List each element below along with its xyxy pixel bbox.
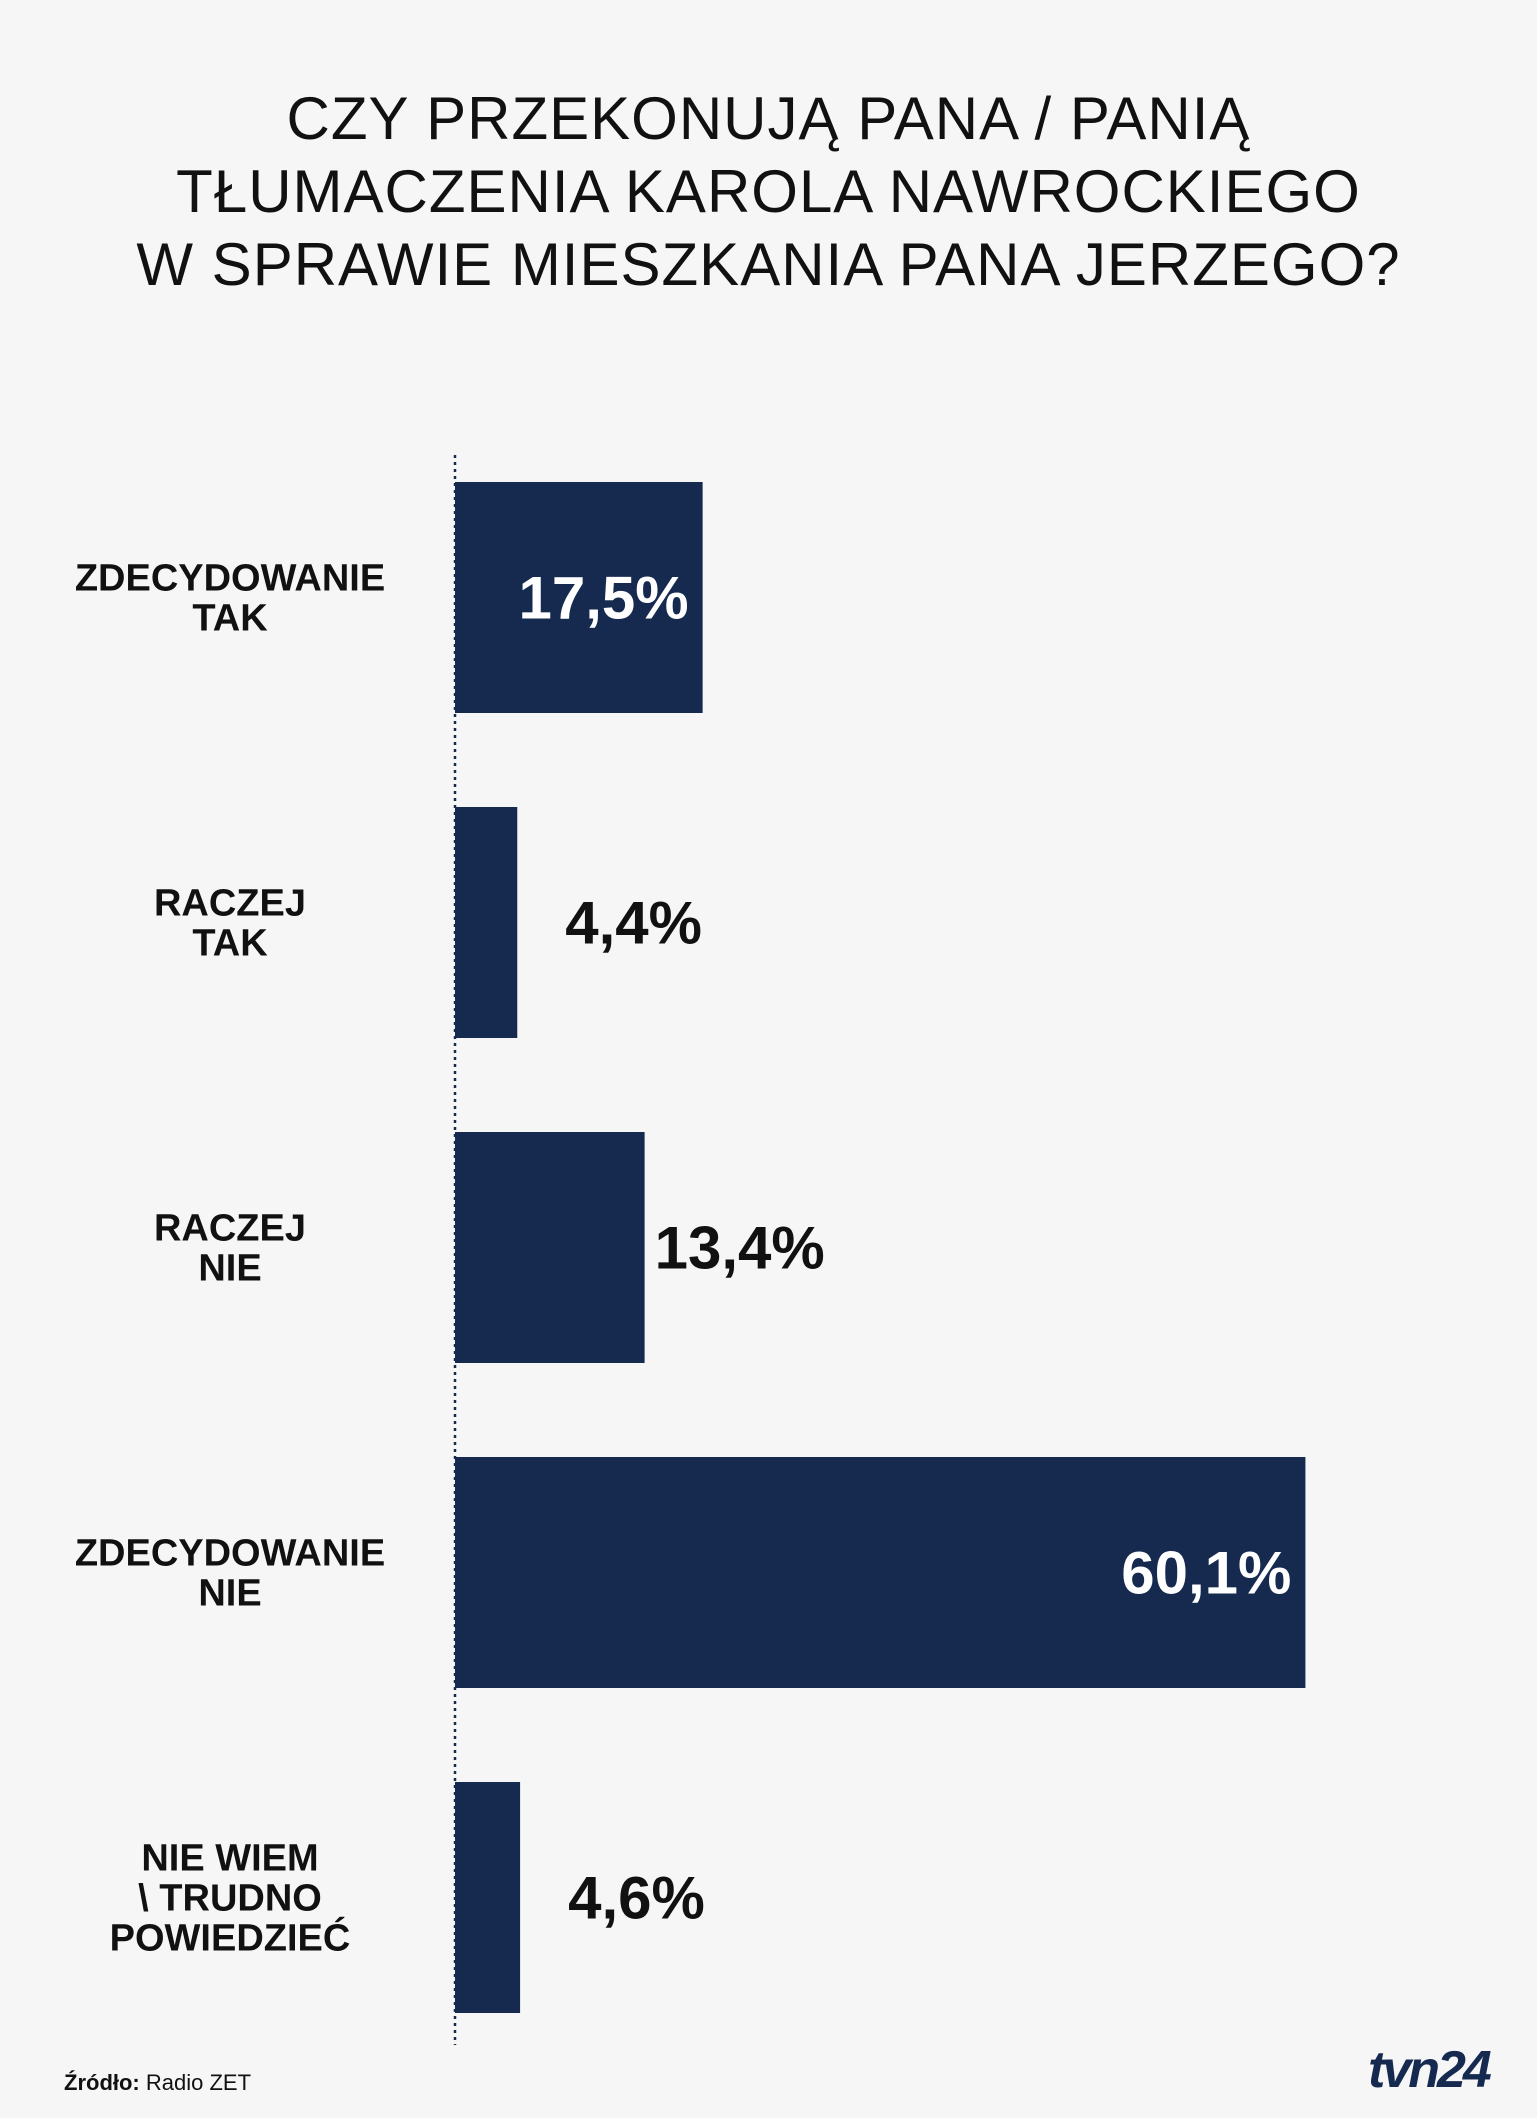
value-label-1: 4,4% bbox=[565, 890, 702, 957]
category-label-1-line-1: TAK bbox=[192, 923, 268, 965]
chart-title-line-2: TŁUMACZENIA KAROLA NAWROCKIEGO bbox=[176, 158, 1361, 225]
category-label-4: NIE WIEM \ TRUDNO POWIEDZIEĆ bbox=[110, 1838, 351, 1960]
tvn24-logo: tvn24 bbox=[1368, 2041, 1492, 2099]
category-label-3-line-1: NIE bbox=[198, 1573, 261, 1615]
category-label-0-line-0: ZDECYDOWANIE bbox=[75, 558, 385, 600]
source-note: Źródło: Radio ZET bbox=[64, 2070, 251, 2096]
category-label-0: ZDECYDOWANIE TAK bbox=[75, 558, 385, 640]
bar-2 bbox=[455, 1132, 645, 1363]
chart-title-line-3: W SPRAWIE MIESZKANIA PANA JERZEGO? bbox=[136, 231, 1401, 298]
value-label-2: 13,4% bbox=[655, 1215, 825, 1282]
bar-0 bbox=[455, 482, 703, 713]
chart-title: CZY PRZEKONUJĄ PANA / PANIĄ TŁUMACZENIA … bbox=[0, 82, 1537, 301]
bar-3 bbox=[455, 1457, 1306, 1688]
category-label-4-line-2: POWIEDZIEĆ bbox=[110, 1916, 351, 1960]
value-label-0: 17,5% bbox=[518, 565, 688, 632]
category-label-4-line-1: \ TRUDNO bbox=[138, 1878, 322, 1920]
chart-title-line-1: CZY PRZEKONUJĄ PANA / PANIĄ bbox=[286, 85, 1251, 152]
category-label-2-line-1: NIE bbox=[198, 1248, 261, 1290]
category-label-2: RACZEJ NIE bbox=[154, 1208, 306, 1290]
category-label-1-line-0: RACZEJ bbox=[154, 883, 306, 925]
category-label-2-line-0: RACZEJ bbox=[154, 1208, 306, 1250]
bar-1 bbox=[455, 807, 518, 1038]
category-label-0-line-1: TAK bbox=[192, 598, 268, 640]
category-label-4-line-0: NIE WIEM bbox=[141, 1838, 318, 1880]
value-label-3: 60,1% bbox=[1121, 1540, 1291, 1607]
value-label-4: 4,6% bbox=[568, 1865, 705, 1932]
category-label-1: RACZEJ TAK bbox=[154, 883, 306, 965]
category-label-3: ZDECYDOWANIE NIE bbox=[75, 1533, 385, 1615]
source-value: Radio ZET bbox=[145, 2070, 252, 2095]
category-label-3-line-0: ZDECYDOWANIE bbox=[75, 1533, 385, 1575]
source-label: Źródło: bbox=[64, 2070, 140, 2095]
bar-4 bbox=[455, 1782, 521, 2013]
